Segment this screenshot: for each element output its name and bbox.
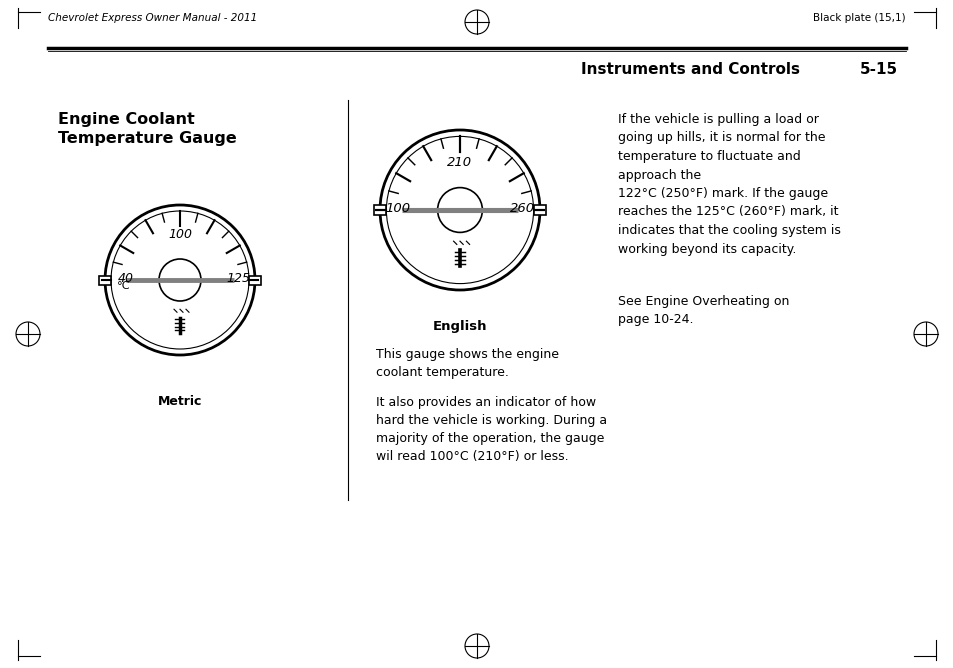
Text: If the vehicle is pulling a load or
going up hills, it is normal for the
tempera: If the vehicle is pulling a load or goin… bbox=[618, 113, 840, 255]
Text: 210: 210 bbox=[447, 156, 472, 168]
Text: 40: 40 bbox=[117, 272, 133, 285]
Text: This gauge shows the engine
coolant temperature.: This gauge shows the engine coolant temp… bbox=[375, 348, 558, 379]
Text: Metric: Metric bbox=[157, 395, 202, 408]
FancyBboxPatch shape bbox=[249, 275, 260, 285]
Text: 100: 100 bbox=[385, 202, 410, 215]
Text: 100: 100 bbox=[168, 228, 192, 242]
FancyBboxPatch shape bbox=[374, 205, 386, 215]
Text: 125: 125 bbox=[226, 272, 251, 285]
Text: °C: °C bbox=[117, 281, 131, 291]
Text: Engine Coolant
Temperature Gauge: Engine Coolant Temperature Gauge bbox=[58, 112, 236, 146]
Text: English: English bbox=[433, 320, 487, 333]
Text: Black plate (15,1): Black plate (15,1) bbox=[813, 13, 905, 23]
Text: Chevrolet Express Owner Manual - 2011: Chevrolet Express Owner Manual - 2011 bbox=[48, 13, 257, 23]
Text: Instruments and Controls: Instruments and Controls bbox=[580, 63, 800, 77]
Text: 5-15: 5-15 bbox=[859, 63, 897, 77]
FancyBboxPatch shape bbox=[534, 205, 545, 215]
FancyBboxPatch shape bbox=[99, 275, 111, 285]
Text: See Engine Overheating on
page 10-24.: See Engine Overheating on page 10-24. bbox=[618, 295, 788, 327]
Text: 260: 260 bbox=[509, 202, 535, 215]
Text: It also provides an indicator of how
hard the vehicle is working. During a
major: It also provides an indicator of how har… bbox=[375, 396, 606, 463]
